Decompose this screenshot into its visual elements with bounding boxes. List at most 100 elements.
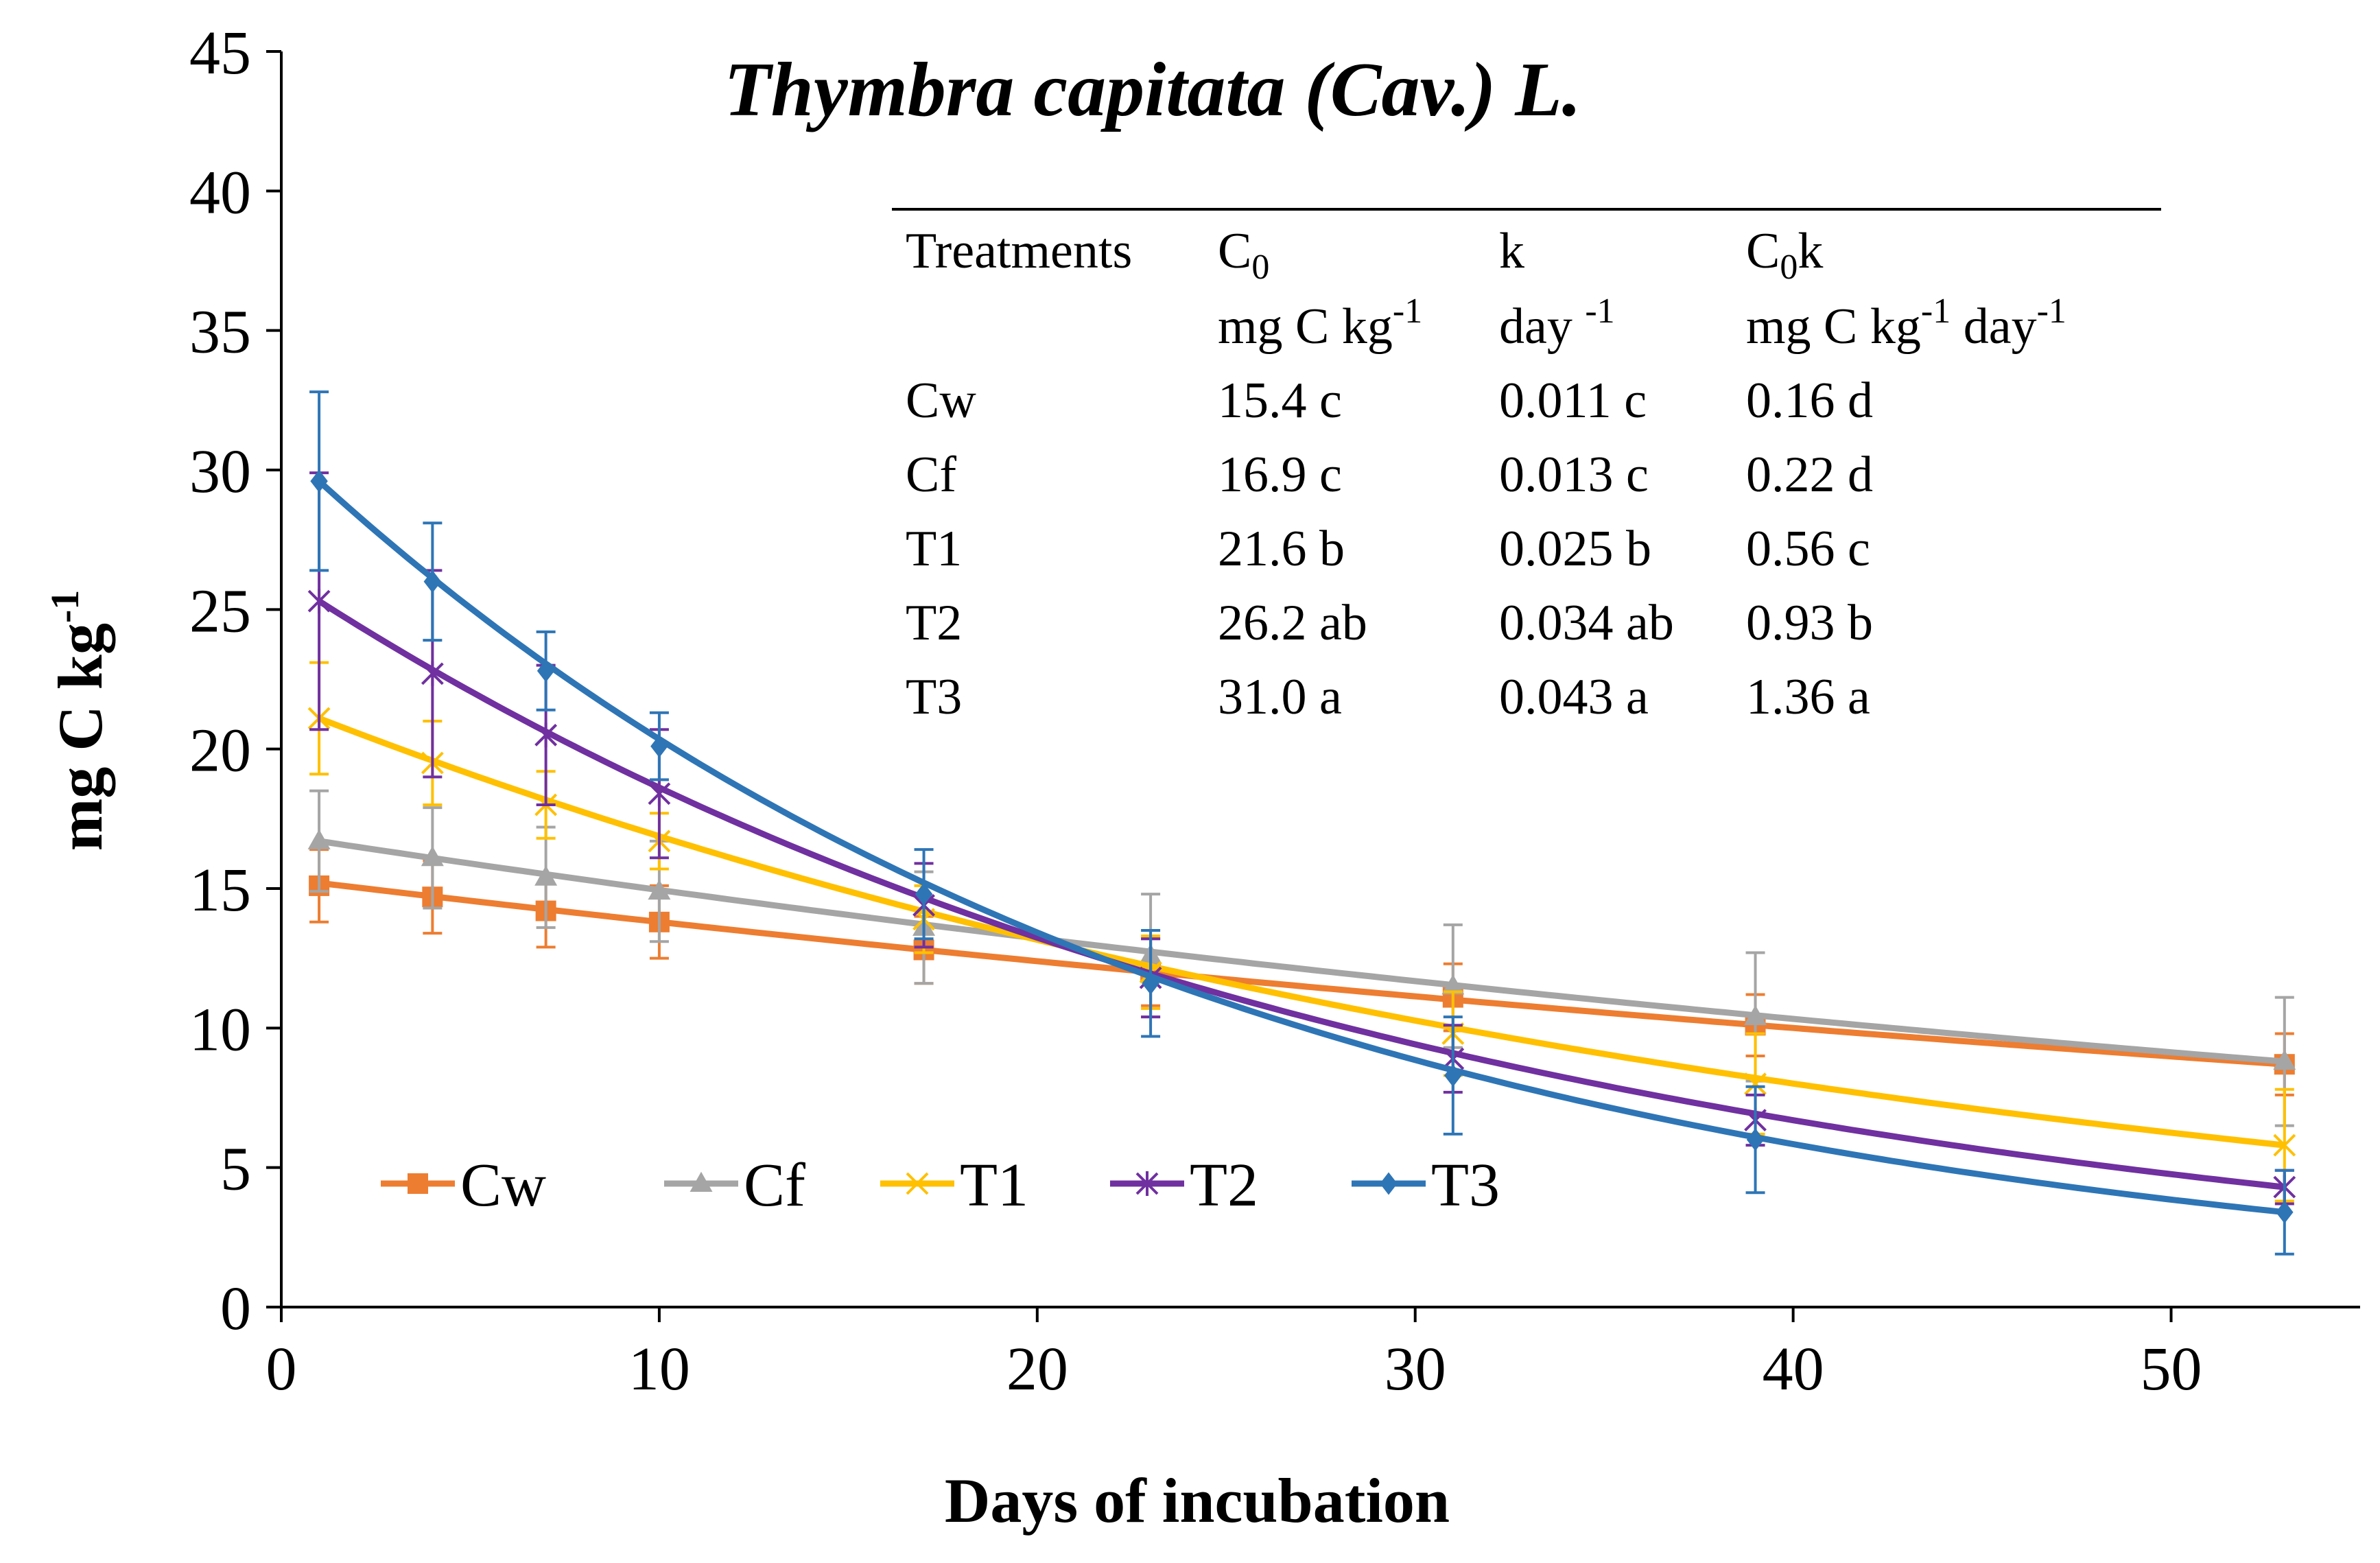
data-point [1744,1004,1767,1026]
table-cell: 0.011 c [1499,373,1647,429]
table-cell: 16.9 c [1218,447,1342,503]
table-cell: 0.034 ab [1499,595,1674,651]
y-tick-label: 30 [189,438,251,506]
series-cf [307,789,2296,1127]
data-point [648,879,671,900]
data-point [1142,972,1159,995]
series-layer [307,390,2296,1256]
y-tick-label: 20 [189,717,251,785]
series-t3 [309,390,2294,1256]
x-tick-label: 10 [628,1335,690,1403]
table-cell: 21.6 b [1218,521,1345,577]
table-cell: Cw [906,373,976,429]
series-line [317,598,2285,1190]
table-header-c0: C0 [1218,223,1269,287]
legend: Cw Cf T1 T2 T3 [381,1151,1500,1219]
table-header-k: k [1499,223,1524,279]
data-point [421,661,444,686]
data-point [650,735,668,758]
table-cell: 0.043 a [1499,669,1649,725]
legend-swatch-marker [1380,1172,1398,1195]
y-tick-label: 5 [220,1136,251,1203]
series-line [318,715,2285,1149]
legend-swatch-marker [690,1171,713,1192]
chart-title: Thymbra capitata (Cav.) L. [724,47,1581,132]
x-axis-title: Days of incubation [945,1466,1450,1536]
y-tick-label: 40 [189,158,251,226]
data-point [915,882,933,906]
x-tick-label: 50 [2141,1335,2202,1403]
table-row: Cf 16.9 c 0.013 c 0.22 d [906,447,1873,503]
table-unit-k: day -1 [1499,292,1615,355]
table-unit-c0: mg C kg-1 [1218,292,1422,355]
series-t1 [307,661,2296,1203]
data-point [1744,1072,1767,1096]
data-point [423,570,442,594]
data-point [421,846,444,867]
data-point [534,865,558,886]
table-cell: 0.93 b [1746,595,1873,651]
data-point [307,589,331,614]
x-tick-label: 40 [1763,1335,1824,1403]
legend-swatch-marker [408,1173,428,1194]
series-line [318,838,2285,1065]
series-line [318,880,2285,1068]
table-cell: 31.0 a [1218,669,1342,725]
y-tick-label: 0 [220,1275,251,1343]
y-axis-title-sup: -1 [43,590,87,623]
y-tick-label: 45 [189,19,251,87]
data-point [1746,1128,1765,1151]
table-header-treatments: Treatments [906,223,1132,279]
legend-item-t1: T1 [880,1151,1028,1219]
table-cell: 1.36 a [1746,669,1870,725]
y-tick-label: 25 [189,577,251,645]
series-cw [309,848,2295,1096]
series-line [317,478,2285,1216]
table-unit-c0k: mg C kg-1 day-1 [1746,292,2066,355]
table-row: T3 31.0 a 0.043 a 1.36 a [906,669,1870,725]
table-cell: T3 [906,669,962,725]
legend-swatch-marker [906,1172,929,1195]
table-cell: 15.4 c [1218,373,1342,429]
legend-label: Cw [460,1151,546,1219]
table-cell: T2 [906,595,962,651]
axes: 0 5 10 15 20 25 30 35 40 45 0 10 20 30 40 50 [189,19,2360,1403]
x-tick-label: 30 [1385,1335,1446,1403]
legend-item-t3: T3 [1352,1151,1500,1219]
data-point [534,722,558,748]
table-cell: 0.16 d [1746,373,1873,429]
table-cell: 0.025 b [1499,521,1651,577]
series-t2 [307,471,2296,1206]
legend-item-cw: Cw [381,1151,546,1219]
data-point [2276,1201,2294,1224]
legend-label: T3 [1431,1151,1500,1219]
data-point [1441,974,1465,995]
table-row: T1 21.6 b 0.025 b 0.56 c [906,521,1870,577]
table-header-c0k: C0k [1746,223,1823,287]
table-row: Cw 15.4 c 0.011 c 0.16 d [906,373,1873,429]
table-cell: 0.56 c [1746,521,1870,577]
data-point [307,829,331,849]
data-point [537,659,555,683]
data-point [2273,1049,2296,1070]
legend-label: T2 [1190,1151,1258,1219]
table-row: T2 26.2 ab 0.034 ab 0.93 b [906,595,1873,651]
legend-label: Cf [744,1151,805,1219]
table-cell: 0.013 c [1499,447,1649,503]
legend-swatch-marker [1135,1171,1159,1196]
data-point [1444,1063,1462,1087]
legend-label: T1 [960,1151,1028,1219]
y-axis-title-main: mg C kg [45,623,115,851]
table-cell: Cf [906,447,956,503]
y-axis-title: mg C kg-1 [43,590,115,851]
y-tick-label: 15 [189,856,251,924]
x-tick-label: 0 [266,1335,297,1403]
table-cell: 0.22 d [1746,447,1873,503]
data-point [310,469,328,493]
table-cell: T1 [906,521,962,577]
y-tick-label: 35 [189,298,251,366]
y-tick-label: 10 [189,996,251,1063]
data-point [2273,1133,2296,1157]
table-cell: 26.2 ab [1218,595,1367,651]
